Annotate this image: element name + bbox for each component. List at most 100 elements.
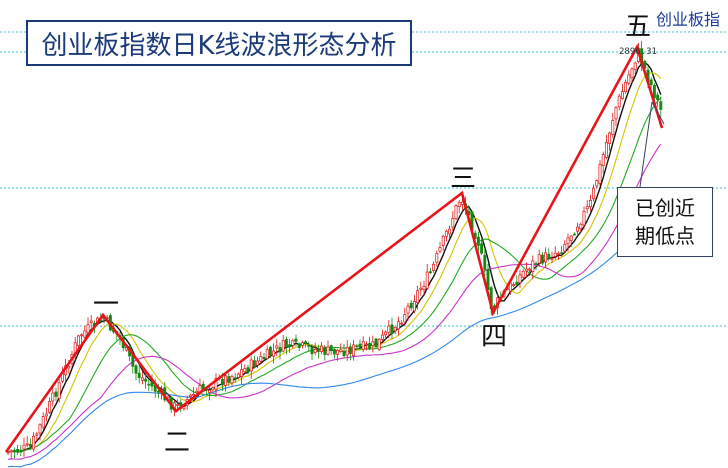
candle-body bbox=[521, 271, 525, 278]
candle-164 bbox=[531, 255, 535, 280]
candle-181 bbox=[585, 200, 589, 214]
candle-body bbox=[406, 305, 410, 314]
candle-191 bbox=[617, 93, 621, 111]
candle-53 bbox=[176, 399, 180, 409]
candle-body bbox=[249, 359, 253, 372]
ma60-line bbox=[7, 217, 662, 468]
low-point-callout: 已创近 期低点 bbox=[617, 187, 713, 257]
candle-body bbox=[595, 180, 599, 187]
candle-91 bbox=[297, 342, 301, 352]
candle-26 bbox=[89, 315, 93, 329]
ma10-line bbox=[7, 72, 662, 453]
candle-96 bbox=[313, 342, 317, 356]
candle-139 bbox=[451, 211, 455, 232]
candle-body bbox=[483, 254, 487, 270]
candle-84 bbox=[275, 339, 279, 357]
candle-body bbox=[51, 392, 55, 402]
candle-182 bbox=[588, 194, 592, 212]
candle-body bbox=[140, 377, 144, 381]
candle-122 bbox=[396, 316, 400, 336]
candle-108 bbox=[352, 339, 356, 361]
candle-body bbox=[614, 107, 618, 120]
candle-101 bbox=[329, 344, 333, 355]
candle-body bbox=[534, 263, 538, 265]
candle-159 bbox=[515, 275, 519, 287]
candle-117 bbox=[380, 329, 384, 342]
candle-76 bbox=[249, 356, 253, 379]
ma5-line bbox=[7, 61, 662, 453]
candle-78 bbox=[256, 356, 260, 369]
candle-body bbox=[275, 345, 279, 349]
candle-body bbox=[547, 253, 551, 260]
candle-body bbox=[86, 324, 90, 334]
candle-92 bbox=[300, 340, 304, 349]
candle-149 bbox=[483, 248, 487, 277]
candle-body bbox=[364, 343, 368, 346]
wave-label-3: 三 bbox=[450, 164, 477, 194]
candle-41 bbox=[137, 365, 141, 384]
candle-204 bbox=[659, 96, 663, 118]
candle-98 bbox=[320, 342, 324, 355]
candle-72 bbox=[236, 372, 240, 380]
candle-175 bbox=[566, 233, 570, 252]
candle-166 bbox=[537, 249, 541, 267]
candle-body bbox=[182, 406, 186, 410]
candle-body bbox=[384, 331, 388, 336]
candle-25 bbox=[86, 317, 90, 336]
candle-body bbox=[16, 449, 20, 453]
candle-179 bbox=[579, 222, 583, 232]
candle-body bbox=[627, 74, 631, 84]
candle-94 bbox=[307, 341, 311, 352]
candle-body bbox=[352, 344, 356, 356]
candle-70 bbox=[230, 374, 234, 387]
candle-170 bbox=[550, 251, 554, 263]
candle-body bbox=[579, 223, 583, 229]
peak-value-label: 2896.31 bbox=[619, 47, 657, 57]
chart-title: 创业板指数日K线波浪形态分析 bbox=[26, 20, 412, 66]
candle-22 bbox=[76, 334, 80, 350]
candle-body bbox=[284, 339, 288, 348]
candle-186 bbox=[601, 151, 605, 174]
candle-body bbox=[156, 390, 160, 393]
candle-114 bbox=[371, 335, 375, 353]
candle-body bbox=[374, 338, 378, 348]
candle-body bbox=[387, 325, 391, 333]
candle-body bbox=[656, 94, 660, 101]
callout-line-2: 期低点 bbox=[635, 224, 695, 248]
ma20-line bbox=[7, 97, 662, 453]
candle-193 bbox=[624, 79, 628, 94]
candle-196 bbox=[633, 61, 637, 75]
candle-4 bbox=[19, 445, 23, 457]
candle-body bbox=[57, 382, 61, 399]
candle-121 bbox=[393, 325, 397, 335]
candle-body bbox=[227, 376, 231, 383]
candle-body bbox=[544, 252, 548, 263]
candle-body bbox=[396, 321, 400, 330]
wave-zigzag bbox=[4, 43, 664, 453]
candle-113 bbox=[368, 336, 372, 350]
candle-body bbox=[67, 365, 71, 369]
candle-body bbox=[332, 349, 336, 355]
candle-141 bbox=[457, 199, 461, 214]
candle-body bbox=[83, 330, 87, 338]
candle-body bbox=[569, 235, 573, 241]
candle-116 bbox=[377, 338, 381, 351]
candle-12 bbox=[44, 407, 48, 422]
candle-44 bbox=[147, 378, 151, 392]
candle-body bbox=[598, 163, 602, 184]
candle-45 bbox=[150, 374, 154, 391]
candle-99 bbox=[323, 344, 327, 361]
candle-11 bbox=[41, 412, 45, 430]
candle-137 bbox=[444, 229, 448, 242]
candle-body bbox=[208, 389, 212, 393]
candle-10 bbox=[38, 423, 42, 441]
candle-107 bbox=[348, 343, 352, 361]
candle-body bbox=[323, 346, 327, 355]
candle-128 bbox=[416, 285, 420, 310]
candle-body bbox=[454, 205, 458, 219]
candle-79 bbox=[259, 351, 263, 364]
candle-135 bbox=[438, 241, 442, 254]
candle-97 bbox=[316, 344, 320, 359]
candle-160 bbox=[518, 269, 522, 289]
candle-119 bbox=[387, 320, 391, 339]
